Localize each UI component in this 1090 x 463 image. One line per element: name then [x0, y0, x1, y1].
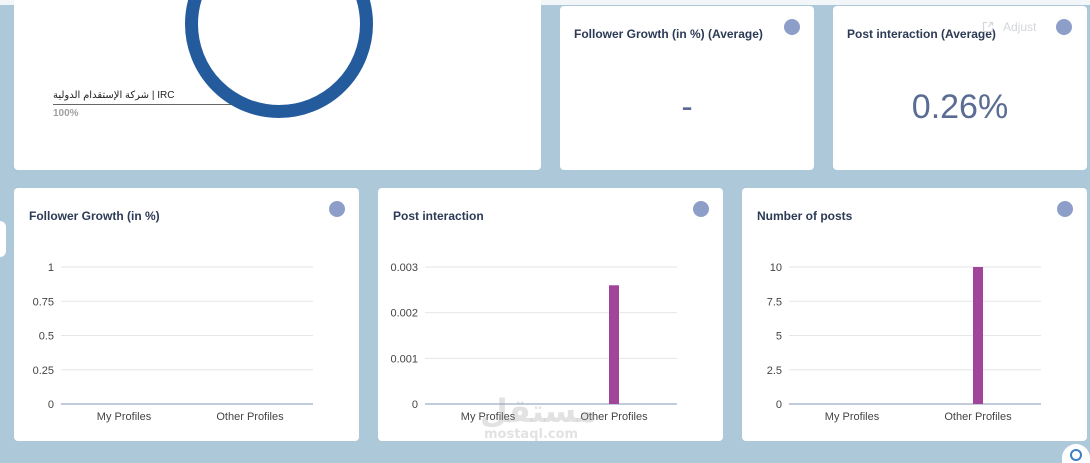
widget-options-dot[interactable]	[784, 19, 800, 35]
post-interaction-chart-card: 0 0.001 0.002 0.003 My Profiles Other Profile…	[378, 188, 723, 441]
adjust-label: Adjust	[1003, 20, 1037, 34]
top-strip	[0, 0, 1090, 5]
y-tick-label: 0	[776, 399, 782, 411]
y-tick-label: 0.001	[390, 353, 418, 365]
chart-title: Follower Growth (in %)	[29, 209, 160, 223]
legend-percent: 100%	[53, 108, 79, 119]
donut-chart	[185, 0, 373, 118]
adjust-button[interactable]: Adjust	[982, 20, 1036, 34]
y-tick-label: 0.003	[390, 262, 418, 274]
x-tick-label: Other Profiles	[580, 411, 648, 423]
y-tick-label: 0	[412, 399, 418, 411]
bar-chart: 0 2.5 5 7.5 10 My Profiles Other Profiles	[767, 262, 1041, 423]
x-tick-label: My Profiles	[97, 411, 152, 423]
floating-search-button[interactable]	[1062, 444, 1090, 463]
kpi-value: -	[681, 88, 693, 126]
legend-leader-line	[53, 104, 250, 105]
kpi-value: 0.26%	[911, 88, 1009, 126]
y-tick-label: 7.5	[767, 296, 782, 308]
side-panel-tab[interactable]	[0, 221, 6, 257]
bar-chart: 0 0.25 0.5 0.75 1 My Profiles Other Profiles	[33, 262, 313, 423]
chart-title: Number of posts	[757, 209, 853, 223]
legend-label: شركة الإستقدام الدولية | IRC	[53, 90, 175, 101]
x-tick-label: My Profiles	[825, 411, 880, 423]
widget-options-dot[interactable]	[693, 201, 709, 217]
search-icon	[1070, 449, 1082, 461]
card-title: Post interaction (Average)	[847, 27, 996, 41]
x-tick-label: Other Profiles	[944, 411, 1012, 423]
profile-share-card: شركة الإستقدام الدولية | IRC 100%	[14, 0, 541, 170]
y-tick-label: 5	[776, 331, 782, 343]
post-interaction-average-card: Post interaction (Average) Adjust 0.26%	[833, 6, 1087, 170]
donut-slice[interactable]	[185, 0, 373, 118]
y-tick-label: 1	[48, 262, 54, 274]
follower-growth-average-card: Follower Growth (in %) (Average) -	[560, 6, 814, 170]
widget-options-dot[interactable]	[1057, 201, 1073, 217]
x-tick-label: Other Profiles	[216, 411, 284, 423]
widget-options-dot[interactable]	[1056, 19, 1072, 35]
y-tick-label: 0.5	[39, 331, 54, 343]
card-title: Follower Growth (in %) (Average)	[574, 27, 763, 41]
x-tick-label: My Profiles	[461, 411, 516, 423]
bar[interactable]	[609, 285, 619, 404]
y-tick-label: 2.5	[767, 365, 782, 377]
y-tick-label: 0.75	[33, 296, 54, 308]
y-tick-label: 0.25	[33, 365, 54, 377]
widget-options-dot[interactable]	[329, 201, 345, 217]
y-tick-label: 0.002	[390, 308, 418, 320]
follower-growth-chart-card: 0 0.25 0.5 0.75 1 My Profiles Other Profiles F…	[14, 188, 359, 441]
bar-chart: 0 0.001 0.002 0.003 My Profiles Other Profile…	[390, 262, 677, 423]
bar[interactable]	[973, 267, 983, 404]
y-tick-label: 10	[770, 262, 782, 274]
chart-title: Post interaction	[393, 209, 484, 223]
open-in-new-icon	[982, 21, 994, 33]
y-tick-label: 0	[48, 399, 54, 411]
number-of-posts-chart-card: 0 2.5 5 7.5 10 My Profiles Other Profiles Numb…	[742, 188, 1087, 441]
